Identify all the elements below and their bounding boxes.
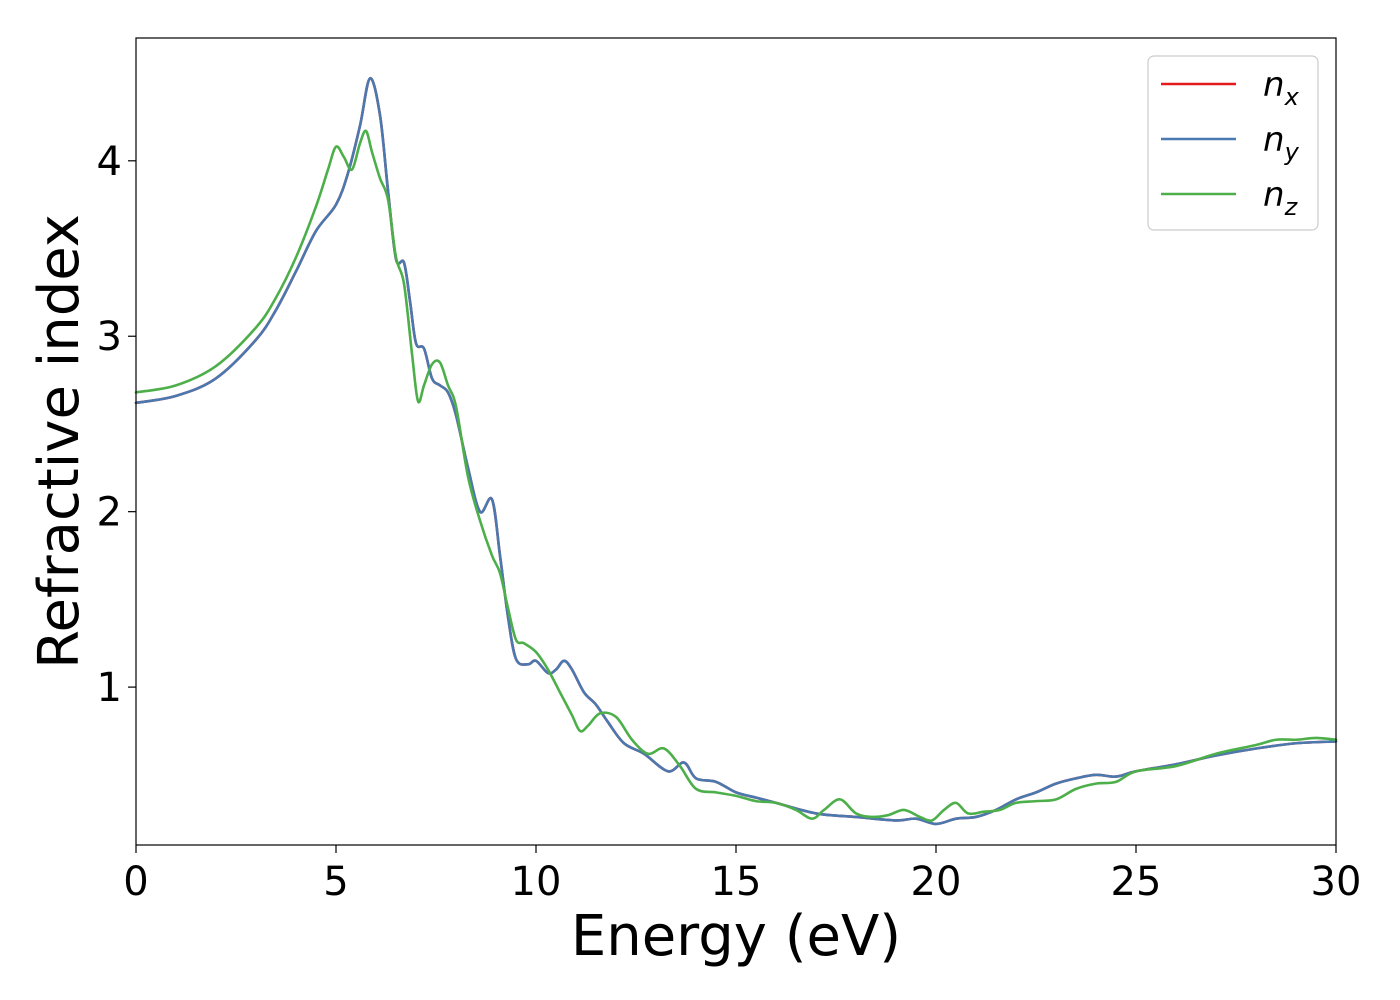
y-tick-label: 1 <box>97 665 122 711</box>
y-tick-label: 4 <box>97 139 122 185</box>
legend-label-subscript: y <box>1284 138 1300 166</box>
legend-label-subscript: x <box>1284 83 1300 111</box>
legend-label-x: nx <box>1263 65 1300 111</box>
x-axis-ticks: 0 5 10 15 20 25 30 <box>123 845 1361 905</box>
series-layer <box>134 77 1338 826</box>
legend-label-z: nz <box>1263 175 1299 221</box>
y-tick-label: 2 <box>97 490 122 536</box>
y-axis-title: Refractive index <box>27 214 92 669</box>
x-tick-label: 25 <box>1111 859 1162 905</box>
legend-label-base: n <box>1263 65 1285 105</box>
legend-label-base: n <box>1263 175 1285 215</box>
series-line-z <box>134 129 1338 822</box>
x-tick-label: 0 <box>123 859 148 905</box>
y-axis-ticks: 1 2 3 4 <box>97 139 136 711</box>
y-tick-label: 3 <box>97 314 122 360</box>
x-tick-label: 20 <box>911 859 962 905</box>
legend-label-base: n <box>1263 120 1285 160</box>
x-axis-title: Energy (eV) <box>571 904 901 969</box>
x-tick-label: 10 <box>511 859 562 905</box>
series-line-y <box>134 77 1338 826</box>
legend-box <box>1147 55 1319 231</box>
legend-label-subscript: z <box>1284 193 1299 221</box>
legend-label-y: ny <box>1263 120 1300 166</box>
x-tick-label: 30 <box>1311 859 1362 905</box>
x-tick-label: 5 <box>323 859 348 905</box>
x-tick-label: 15 <box>711 859 762 905</box>
